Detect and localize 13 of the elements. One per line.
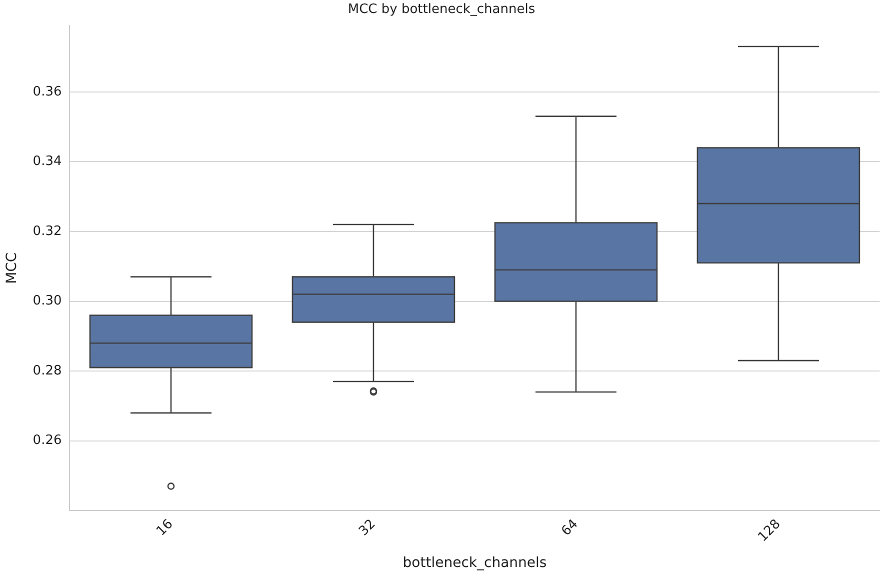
y-tick-label: 0.28 [32, 363, 62, 378]
x-axis-title: bottleneck_channels [402, 555, 547, 572]
y-tick-label: 0.36 [32, 84, 62, 100]
x-tick-label: 16 [154, 516, 176, 540]
chart-title: MCC by bottleneck_channels [348, 2, 536, 18]
y-tick-label: 0.32 [32, 224, 62, 239]
y-tick-label: 0.34 [32, 154, 62, 170]
y-tick-label: 0.30 [32, 294, 62, 309]
x-tick-label: 64 [558, 516, 582, 540]
y-tick-label: 0.26 [32, 433, 62, 448]
x-tick-label: 32 [356, 516, 379, 540]
x-tick-label: 128 [756, 516, 784, 545]
y-axis-title: MCC [4, 252, 20, 284]
